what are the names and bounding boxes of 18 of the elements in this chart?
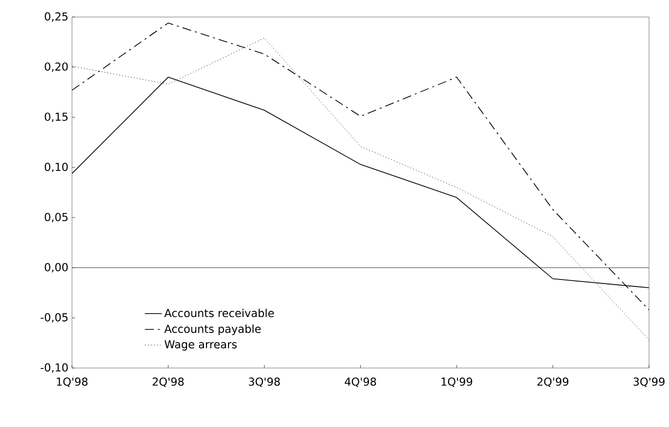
y-tick-label: 0,00 bbox=[44, 263, 68, 272]
y-tick-label: 0,05 bbox=[44, 212, 68, 222]
y-tick-label: 0,20 bbox=[44, 62, 68, 72]
x-tick-label: 3Q'98 bbox=[248, 378, 280, 388]
y-tick-label: -0,05 bbox=[40, 313, 68, 323]
y-tick-label: 0,10 bbox=[44, 162, 68, 172]
legend-label: Accounts receivable bbox=[164, 308, 274, 318]
x-tick-label: 1Q'98 bbox=[56, 378, 88, 388]
y-tick-label: 0,25 bbox=[44, 12, 68, 22]
legend-label: Accounts payable bbox=[164, 324, 261, 336]
x-tick-label: 2Q'98 bbox=[152, 378, 184, 388]
y-tick-label: 0,15 bbox=[44, 112, 68, 122]
x-tick-label: 4Q'98 bbox=[344, 378, 376, 388]
x-tick-label: 2Q'99 bbox=[537, 378, 568, 388]
legend-label: Wage arrears bbox=[164, 340, 237, 351]
y-tick-label: -0,10 bbox=[40, 363, 68, 373]
x-tick-label: 1Q'99 bbox=[442, 378, 472, 388]
x-tick-label: 3Q'99 bbox=[634, 378, 665, 388]
